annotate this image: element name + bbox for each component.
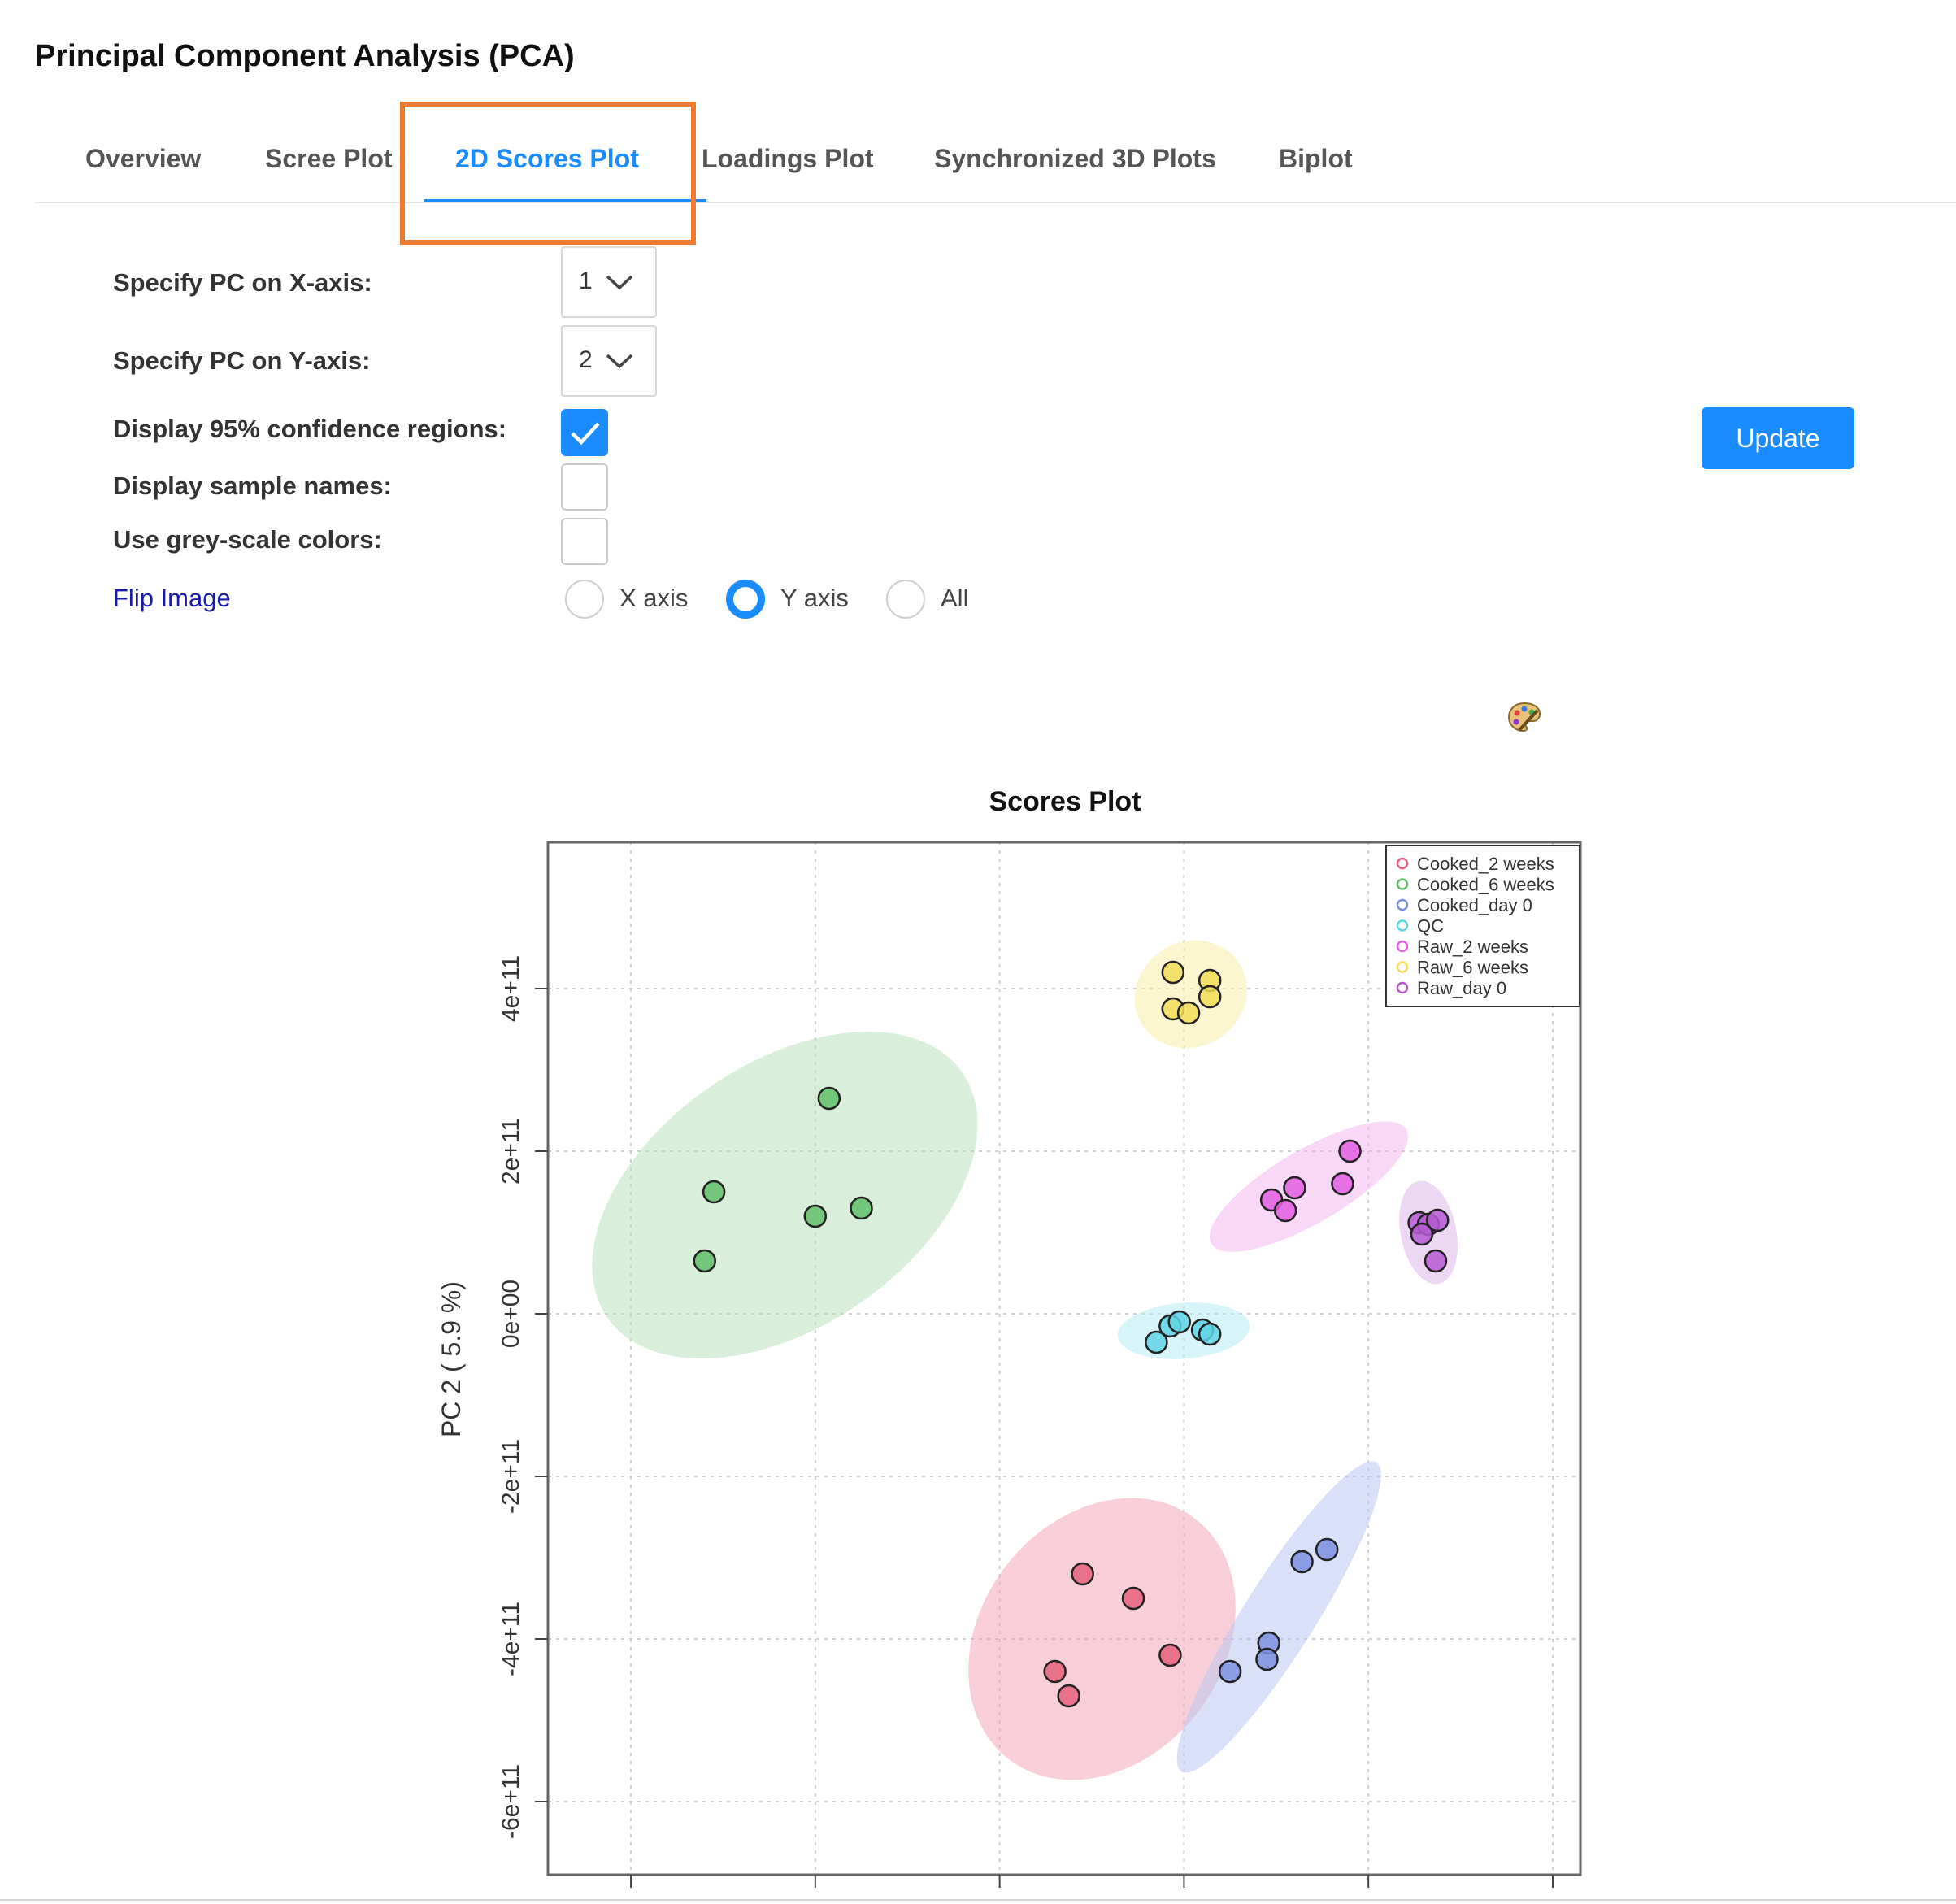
score-point — [1331, 1172, 1354, 1196]
update-button[interactable]: Update — [1702, 407, 1854, 469]
y-axis-label: PC 2 ( 5.9 %) — [437, 1281, 466, 1437]
score-point — [1198, 985, 1222, 1009]
chart-title: Scores Plot — [989, 786, 1141, 817]
legend-label: Cooked_6 weeks — [1417, 875, 1554, 895]
y-axis-ticks: -6e+11 -4e+11 -2e+11 0e+00 2e+11 4e+11 — [498, 955, 548, 1839]
legend-label: Cooked_day 0 — [1417, 895, 1532, 915]
score-point — [1158, 1643, 1182, 1667]
score-point — [1424, 1249, 1448, 1273]
legend-label: QC — [1417, 916, 1444, 937]
score-point — [1410, 1222, 1434, 1246]
score-points — [693, 960, 1450, 1708]
sample-names-checkbox[interactable] — [561, 463, 608, 511]
score-point — [1315, 1537, 1339, 1562]
plot-frame — [546, 841, 1582, 1876]
legend-marker — [1396, 919, 1409, 932]
legend-box — [1385, 845, 1580, 1007]
page-title: Principal Component Analysis (PCA) — [35, 39, 575, 73]
score-point — [1167, 1310, 1191, 1334]
chevron-down-icon — [606, 354, 633, 369]
y-axis-pc-select[interactable]: 2 — [561, 325, 657, 397]
tab-scree-plot[interactable]: Scree Plot — [265, 144, 393, 173]
score-point — [803, 1204, 828, 1228]
flip-all-label: All — [941, 584, 969, 612]
score-point — [1338, 1139, 1362, 1163]
x-axis-pc-label: Specify PC on X-axis: — [113, 268, 372, 297]
y-tick-label: -6e+11 — [498, 1764, 524, 1839]
y-tick-label: -2e+11 — [498, 1439, 524, 1514]
y-axis-pc-value: 2 — [579, 346, 593, 373]
score-point — [702, 1180, 726, 1204]
y-tick-label: 2e+11 — [498, 1118, 524, 1185]
bottom-divider — [0, 1899, 1956, 1901]
legend-marker — [1396, 898, 1409, 911]
sample-names-label: Display sample names: — [113, 472, 392, 500]
x-axis-ticks — [630, 1875, 1554, 1888]
flip-all-radio[interactable] — [886, 580, 925, 619]
legend-label: Cooked_2 weeks — [1417, 854, 1554, 874]
confidence-ellipse — [592, 1031, 978, 1359]
legend-marker — [1396, 857, 1409, 870]
legend-label: Raw_6 weeks — [1417, 958, 1528, 978]
score-point — [693, 1249, 717, 1273]
confidence-ellipse — [968, 1498, 1236, 1780]
confidence-ellipse — [1134, 940, 1247, 1049]
tab-loadings-plot[interactable]: Loadings Plot — [702, 144, 874, 173]
score-point — [1218, 1659, 1242, 1684]
confidence-regions — [592, 940, 1458, 1780]
tab-2d-scores-plot[interactable]: 2D Scores Plot — [455, 144, 639, 173]
legend-marker — [1396, 961, 1409, 973]
score-point — [1283, 1176, 1306, 1200]
score-point — [1176, 1001, 1201, 1025]
score-point — [1255, 1647, 1279, 1671]
score-point — [1071, 1562, 1094, 1586]
palette-icon[interactable] — [1506, 701, 1542, 733]
x-axis-pc-select[interactable]: 1 — [561, 246, 657, 318]
flip-y-axis-label: Y axis — [780, 584, 849, 612]
score-point — [1121, 1586, 1145, 1611]
score-point — [1425, 1208, 1450, 1232]
score-point — [1057, 1684, 1080, 1708]
tab-synchronized-3d-plots[interactable]: Synchronized 3D Plots — [934, 144, 1216, 173]
y-tick-label: 4e+11 — [498, 955, 524, 1022]
y-axis-pc-label: Specify PC on Y-axis: — [113, 346, 371, 375]
y-tick-label: 0e+00 — [498, 1280, 524, 1348]
flip-y-axis-radio[interactable] — [726, 580, 765, 619]
confidence-regions-checkbox[interactable] — [561, 409, 608, 456]
tab-biplot[interactable]: Biplot — [1279, 144, 1353, 173]
tab-overview[interactable]: Overview — [85, 144, 202, 173]
y-tick-label: -4e+11 — [498, 1602, 524, 1676]
score-point — [1290, 1550, 1314, 1574]
legend-label: Raw_2 weeks — [1417, 937, 1528, 957]
flip-image-link[interactable]: Flip Image — [113, 584, 231, 612]
flip-x-axis-radio[interactable] — [565, 580, 604, 619]
active-tab-indicator — [424, 199, 706, 202]
grey-scale-label: Use grey-scale colors: — [113, 525, 382, 554]
legend-marker — [1396, 940, 1409, 953]
check-icon — [571, 422, 600, 446]
tab-bar: Overview Scree Plot 2D Scores Plot Loadi… — [35, 122, 1956, 203]
x-axis-pc-value: 1 — [579, 267, 593, 294]
score-point — [817, 1086, 841, 1111]
legend-marker — [1396, 878, 1409, 890]
chevron-down-icon — [606, 275, 633, 290]
flip-x-axis-label: X axis — [619, 584, 689, 612]
score-point — [1145, 1330, 1168, 1354]
confidence-regions-label: Display 95% confidence regions: — [113, 415, 507, 443]
legend-marker — [1396, 981, 1409, 994]
score-point — [1273, 1198, 1297, 1223]
score-point — [1198, 1322, 1222, 1346]
score-point — [1043, 1659, 1067, 1684]
legend-label: Raw_day 0 — [1417, 978, 1506, 998]
score-point — [850, 1196, 873, 1220]
score-point — [1161, 960, 1185, 985]
grey-scale-checkbox[interactable] — [561, 518, 608, 565]
confidence-ellipse — [1209, 1121, 1408, 1252]
